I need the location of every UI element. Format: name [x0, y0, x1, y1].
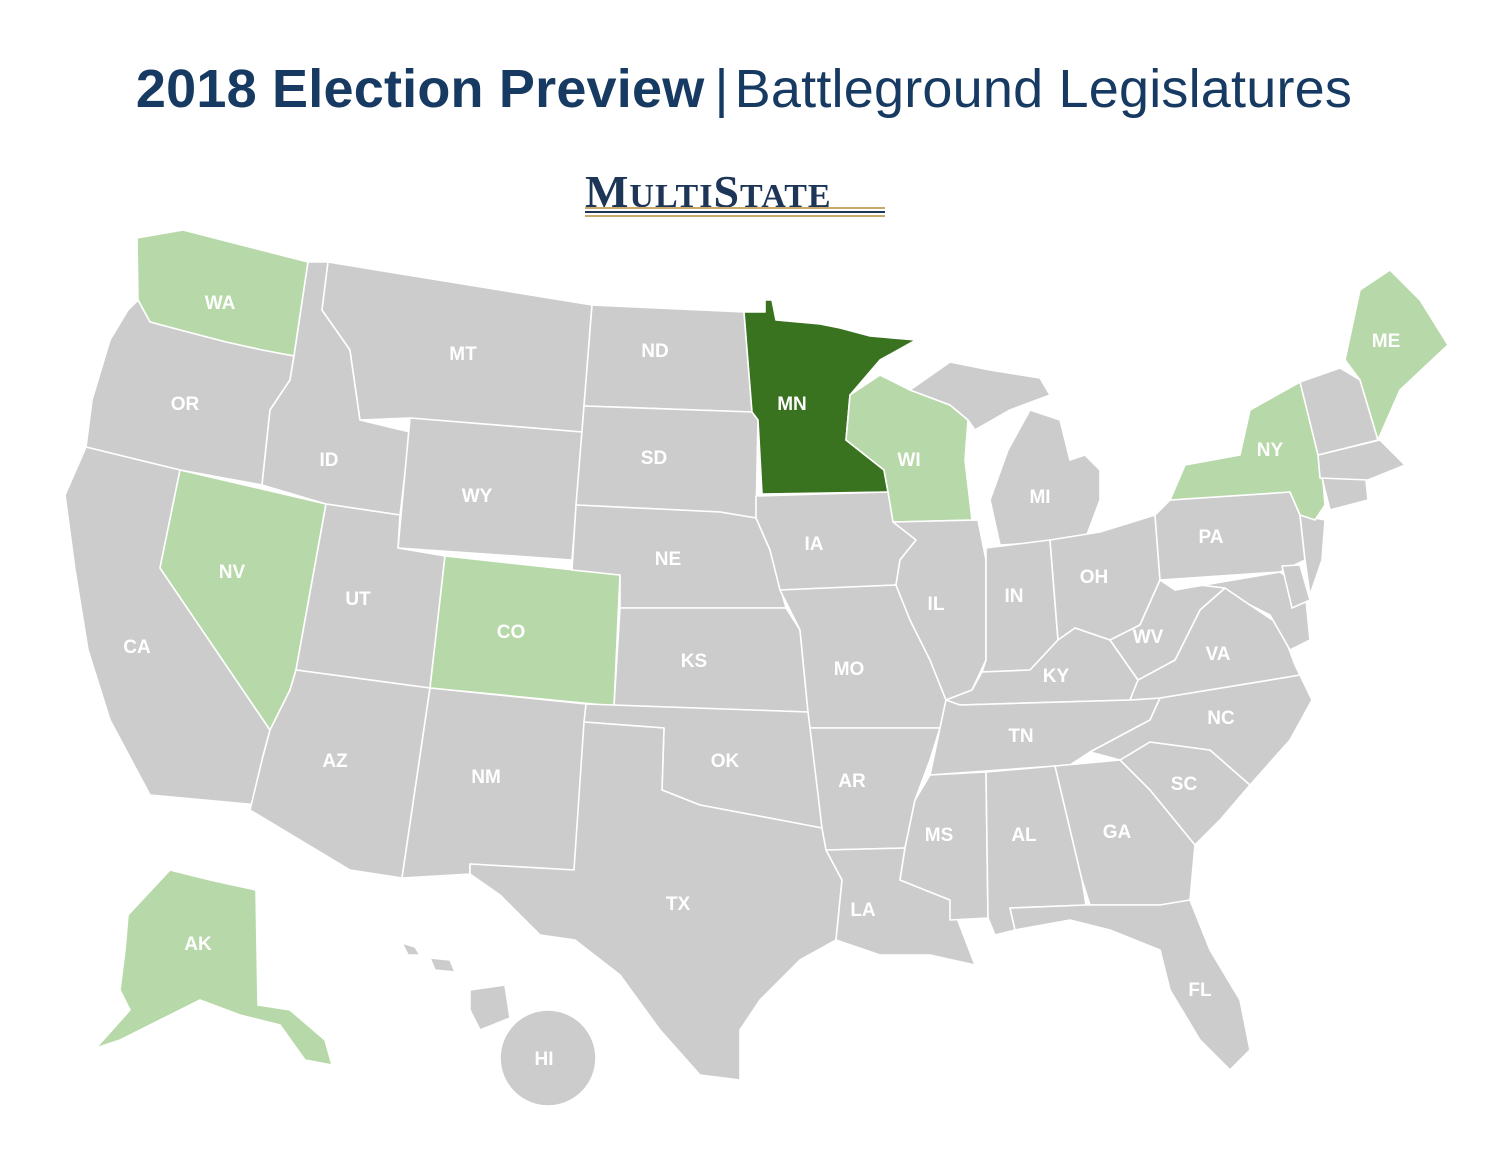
label-SC: SC: [1171, 774, 1198, 795]
logo-line-gold-1: [585, 207, 885, 209]
state-ME[interactable]: [1344, 269, 1449, 441]
label-AK: AK: [184, 934, 212, 955]
label-OK: OK: [711, 751, 740, 772]
hawaii-island-1: [401, 942, 421, 956]
title-subtitle: Battleground Legislatures: [734, 59, 1353, 119]
page-title: 2018 Election Preview | Battleground Legis…: [0, 58, 1488, 120]
state-TX[interactable]: [469, 721, 843, 1081]
label-VA: VA: [1206, 644, 1231, 665]
label-TN: TN: [1008, 726, 1033, 747]
label-SD: SD: [641, 448, 667, 469]
label-ME: ME: [1372, 331, 1401, 352]
label-IA: IA: [805, 534, 824, 555]
state-DE[interactable]: [1281, 564, 1311, 609]
logo-line-navy: [585, 211, 885, 213]
label-AZ: AZ: [322, 751, 348, 772]
label-MI: MI: [1029, 487, 1050, 508]
label-GA: GA: [1103, 822, 1132, 843]
label-NM: NM: [471, 767, 501, 788]
multistate-logo: MULTISTATE: [585, 165, 890, 223]
label-HI: HI: [535, 1049, 554, 1070]
label-WV: WV: [1133, 627, 1164, 648]
label-IN: IN: [1005, 586, 1024, 607]
state-NJ[interactable]: [1299, 514, 1326, 596]
label-MT: MT: [449, 344, 477, 365]
label-FL: FL: [1188, 980, 1212, 1001]
state-MI-upper[interactable]: [909, 361, 1051, 431]
label-CA: CA: [123, 637, 151, 658]
logo-line-gold-2: [585, 215, 885, 217]
label-OH: OH: [1080, 567, 1109, 588]
state-KS[interactable]: [613, 607, 809, 713]
label-AL: AL: [1011, 825, 1037, 846]
label-ID: ID: [320, 450, 339, 471]
label-ND: ND: [641, 341, 668, 362]
label-LA: LA: [850, 900, 876, 921]
label-CO: CO: [497, 622, 526, 643]
label-KS: KS: [681, 651, 707, 672]
title-separator: |: [714, 59, 729, 119]
label-WI: WI: [897, 450, 920, 471]
hawaii-island-2: [429, 957, 456, 973]
label-KY: KY: [1043, 666, 1070, 687]
label-TX: TX: [666, 894, 691, 915]
state-MI[interactable]: [989, 409, 1101, 546]
title-bold: 2018 Election Preview: [135, 59, 705, 119]
state-IL[interactable]: [892, 519, 987, 701]
label-NE: NE: [655, 549, 681, 570]
label-WY: WY: [462, 486, 493, 507]
label-MS: MS: [925, 825, 954, 846]
state-labels: WA OR CA NV ID MT WY UT AZ CO NM ND SD N…: [123, 293, 1400, 1070]
label-NY: NY: [1257, 440, 1284, 461]
state-HI[interactable]: [499, 1009, 597, 1107]
label-NC: NC: [1207, 708, 1235, 729]
state-WI[interactable]: [845, 374, 973, 523]
label-OR: OR: [171, 394, 200, 415]
state-NC[interactable]: [1089, 674, 1313, 786]
label-AR: AR: [838, 771, 866, 792]
label-WA: WA: [205, 293, 236, 314]
label-UT: UT: [345, 589, 371, 610]
label-PA: PA: [1199, 527, 1224, 548]
state-FL[interactable]: [1009, 899, 1251, 1071]
label-MO: MO: [834, 659, 865, 680]
label-IL: IL: [928, 594, 945, 615]
state-MN[interactable]: [743, 299, 917, 495]
hawaii-island-3: [469, 984, 511, 1031]
label-NV: NV: [219, 562, 246, 583]
state-AK[interactable]: [95, 869, 333, 1066]
label-MN: MN: [777, 394, 807, 415]
